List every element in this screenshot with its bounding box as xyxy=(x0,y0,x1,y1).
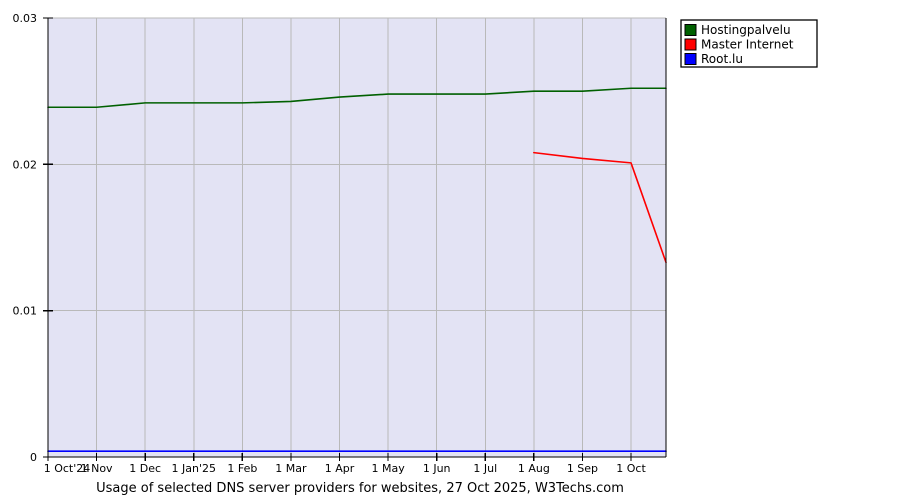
legend-swatch-root-lu xyxy=(684,53,697,65)
x-tick-label: 1 Jan'25 xyxy=(172,462,216,475)
legend-label-master-internet: Master Internet xyxy=(701,38,794,52)
x-tick-label: 1 Feb xyxy=(227,462,257,475)
legend-swatch-master-internet xyxy=(684,38,697,51)
horizontal-gridlines xyxy=(48,17,666,312)
y-tick-label: 0.03 xyxy=(13,12,38,25)
x-tick-label: 1 Jul xyxy=(473,462,497,475)
plot-background xyxy=(48,18,666,457)
x-tick-label: 1 Mar xyxy=(275,462,307,475)
x-tick-label: 1 Aug xyxy=(518,462,550,475)
x-tick-label: 1 Oct xyxy=(616,462,646,475)
x-tick-label: 1 May xyxy=(371,462,405,475)
y-tick-label: 0 xyxy=(30,451,37,464)
legend-border xyxy=(680,19,818,68)
x-tick-label: 1 Sep xyxy=(567,462,598,475)
x-tick-label: 1 Oct'24 xyxy=(44,462,91,475)
legend-label-hostingpalvelu: Hostingpalvelu xyxy=(701,23,791,37)
series-line-master-internet xyxy=(533,151,667,264)
chart-caption: Usage of selected DNS server providers f… xyxy=(96,481,624,496)
legend-swatch-hostingpalvelu xyxy=(684,24,697,36)
y-tick-label: 0.01 xyxy=(13,305,38,318)
y-tick-label: 0.02 xyxy=(13,158,38,171)
series-line-hostingpalvelu xyxy=(47,87,667,109)
legend-label-root-lu: Root.lu xyxy=(701,52,743,66)
x-tick-label: 1 Apr xyxy=(325,462,355,475)
x-tick-label: 1 Nov xyxy=(81,462,113,475)
x-tick-label: 1 Dec xyxy=(129,462,161,475)
x-axis-ticks: 1 Oct'241 Nov 1 Dec 1 Jan'25 1 Feb 1 Mar 1 Ap… xyxy=(44,453,646,475)
x-tick-label: 1 Jun xyxy=(423,462,451,475)
y-axis-ticks: 0 0.01 0.02 0.03 xyxy=(13,12,53,464)
data-series-group xyxy=(47,87,667,452)
vertical-gridlines xyxy=(96,18,632,457)
